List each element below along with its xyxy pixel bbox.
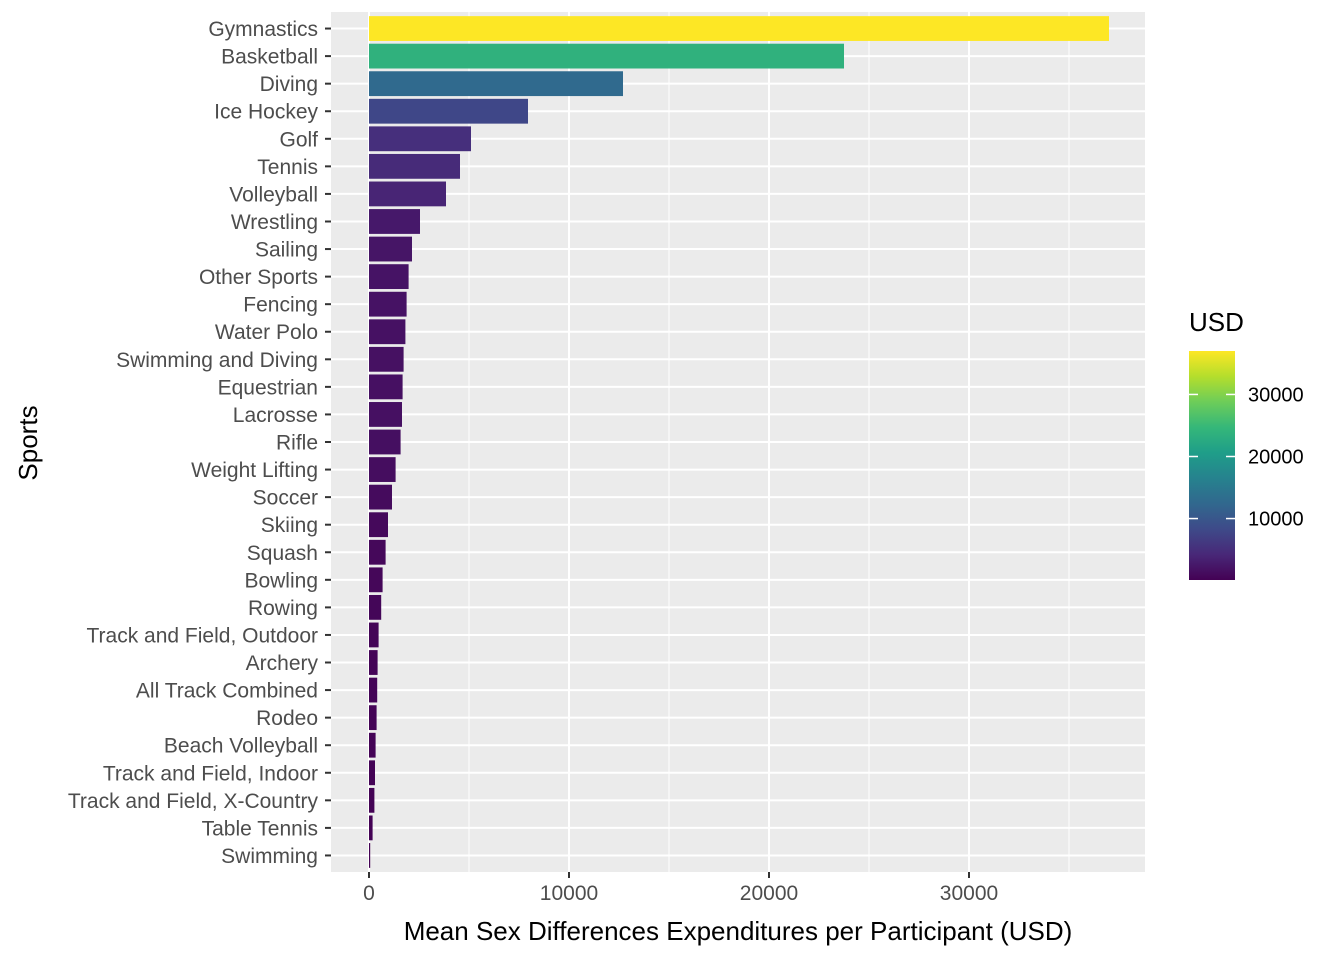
y-tick-label: Equestrian bbox=[218, 376, 318, 399]
y-tick-label: Gymnastics bbox=[208, 18, 318, 41]
y-tick-label: Swimming and Diving bbox=[116, 349, 318, 372]
bar bbox=[369, 815, 373, 841]
bar bbox=[369, 677, 378, 703]
legend-tick-label: 20000 bbox=[1248, 447, 1304, 469]
legend-colorbar bbox=[1189, 351, 1235, 580]
legend-tick-label: 30000 bbox=[1248, 384, 1304, 406]
bar bbox=[369, 457, 396, 482]
bar bbox=[369, 787, 375, 813]
y-tick-label: Water Polo bbox=[215, 321, 318, 344]
bar bbox=[369, 98, 528, 124]
bar bbox=[369, 429, 401, 455]
bar bbox=[369, 374, 403, 400]
x-tick-label: 20000 bbox=[740, 882, 798, 905]
bar bbox=[369, 236, 412, 262]
bar bbox=[369, 71, 623, 97]
y-tick-label: Swimming bbox=[221, 845, 318, 868]
y-tick-label: Lacrosse bbox=[233, 404, 318, 427]
y-tick-label: Rodeo bbox=[256, 707, 318, 730]
y-tick-label: Rifle bbox=[276, 432, 318, 455]
y-tick-label: Beach Volleyball bbox=[164, 735, 318, 758]
y-tick-label: Ice Hockey bbox=[214, 101, 318, 124]
y-tick-label: Sailing bbox=[255, 239, 318, 262]
bar bbox=[369, 732, 376, 758]
legend-ticks: 10000 20000 30000 bbox=[1189, 384, 1304, 531]
bar bbox=[369, 484, 392, 510]
y-tick-label: Archery bbox=[246, 652, 319, 675]
bar bbox=[369, 650, 378, 675]
legend: USD 10000 20000 30000 bbox=[1189, 307, 1304, 580]
x-axis-title: Mean Sex Differences Expenditures per Pa… bbox=[404, 916, 1073, 946]
y-tick-label: Diving bbox=[260, 73, 318, 96]
y-tick-label: All Track Combined bbox=[136, 680, 318, 703]
y-tick-label: Rowing bbox=[248, 597, 318, 620]
y-tick-label: Bowling bbox=[244, 569, 318, 592]
bar bbox=[369, 705, 377, 731]
y-tick-label: Squash bbox=[247, 542, 318, 565]
y-tick-label: Fencing bbox=[243, 294, 318, 317]
legend-tick-label: 10000 bbox=[1248, 509, 1304, 531]
y-tick-label: Soccer bbox=[253, 487, 318, 510]
y-tick-label: Volleyball bbox=[229, 183, 318, 206]
bar bbox=[369, 126, 471, 152]
y-tick-label: Track and Field, Outdoor bbox=[87, 624, 319, 647]
x-tick-label: 10000 bbox=[540, 882, 598, 905]
bar bbox=[369, 291, 407, 317]
y-tick-labels: Gymnastics Basketball Diving Ice Hockey Golf… bbox=[68, 18, 331, 868]
y-tick-label: Other Sports bbox=[199, 266, 318, 289]
y-tick-label: Wrestling bbox=[231, 211, 318, 234]
bar bbox=[369, 153, 460, 179]
bar bbox=[369, 539, 386, 565]
bar bbox=[369, 402, 402, 427]
bar bbox=[369, 209, 420, 234]
bar bbox=[369, 16, 1109, 41]
bars bbox=[369, 16, 1109, 868]
bar bbox=[369, 43, 844, 69]
y-tick-label: Weight Lifting bbox=[191, 459, 318, 482]
x-axis: 0 10000 20000 30000 bbox=[363, 872, 998, 905]
y-tick-label: Golf bbox=[279, 128, 318, 151]
bar bbox=[369, 346, 404, 372]
bar bbox=[369, 512, 388, 538]
y-axis-title: Sports bbox=[13, 405, 43, 480]
y-tick-label: Table Tennis bbox=[202, 817, 318, 840]
bar bbox=[369, 264, 409, 290]
y-tick-label: Track and Field, X-Country bbox=[68, 790, 319, 813]
bar bbox=[369, 622, 379, 648]
y-tick-label: Track and Field, Indoor bbox=[103, 762, 318, 785]
bar bbox=[369, 843, 371, 868]
x-tick-label: 30000 bbox=[940, 882, 998, 905]
bar bbox=[369, 594, 382, 620]
bar bbox=[369, 760, 375, 786]
y-tick-label: Skiing bbox=[261, 514, 318, 537]
x-tick-label: 0 bbox=[363, 882, 375, 905]
y-tick-label: Tennis bbox=[257, 156, 318, 179]
y-tick-label: Basketball bbox=[221, 46, 318, 69]
bar bbox=[369, 319, 406, 345]
legend-title: USD bbox=[1189, 307, 1244, 337]
bar bbox=[369, 181, 446, 207]
bar bbox=[369, 567, 383, 593]
